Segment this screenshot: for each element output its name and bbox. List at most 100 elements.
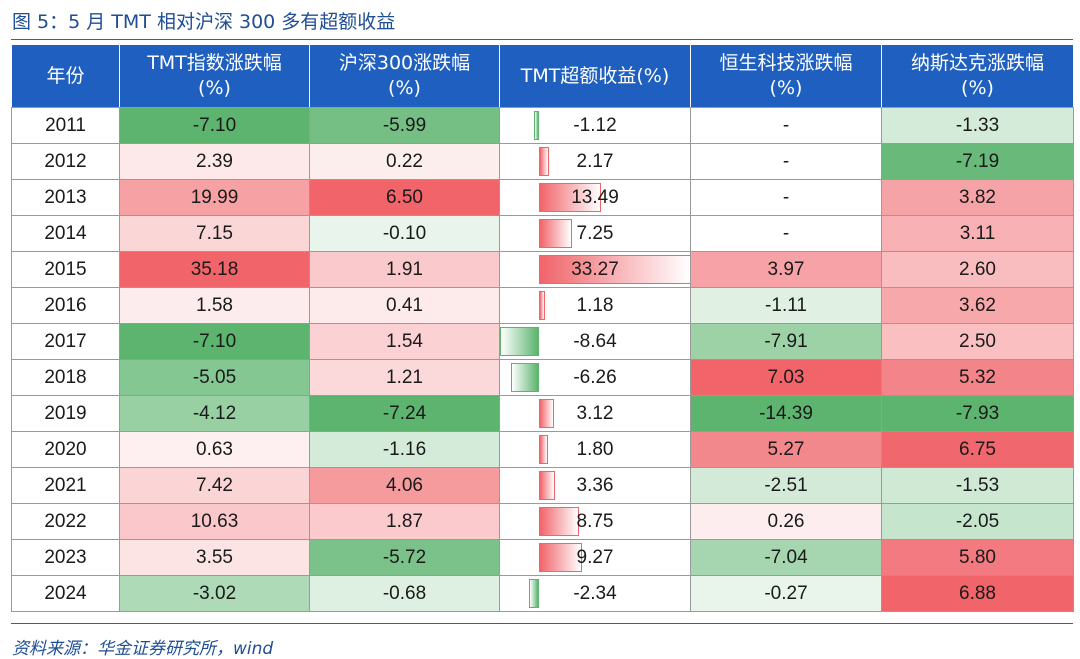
excess-value: 8.75 (576, 510, 614, 532)
hs300-cell: -1.16 (309, 431, 500, 468)
excess-value: 7.25 (576, 222, 614, 244)
tmt-cell: 3.55 (119, 539, 310, 576)
table-row: 2023 3.55 -5.72 9.27 -7.04 5.80 (11, 539, 1074, 576)
hstech-cell: - (690, 179, 882, 216)
excess-bar (510, 363, 540, 392)
excess-value: 33.27 (571, 258, 619, 280)
excess-cell: 3.12 (499, 395, 691, 432)
hs300-cell: 6.50 (309, 179, 500, 216)
col-header-line1: 恒生科技涨跌幅 (719, 52, 853, 74)
excess-value: 13.49 (571, 186, 619, 208)
col-header-line1: TMT超额收益(%) (520, 64, 670, 87)
excess-bar (528, 579, 540, 608)
excess-value: 1.18 (576, 294, 614, 316)
data-table: 年份 TMT指数涨跌幅 (%) 沪深300涨跌幅 (%) TMT超额收益(%) 恒生科技涨跌… (11, 44, 1074, 612)
excess-cell: 8.75 (499, 503, 691, 540)
col-header-line1: 沪深300涨跌幅 (338, 52, 471, 74)
source-note: 资料来源：华金证券研究所，wind (12, 639, 274, 659)
year-cell: 2012 (11, 143, 120, 180)
hs300-cell: -0.68 (309, 575, 500, 612)
table-row: 2022 10.63 1.87 8.75 0.26 -2.05 (11, 503, 1074, 540)
col-header-line2: (%) (388, 77, 421, 99)
nasdaq-cell: 3.82 (881, 179, 1074, 216)
excess-value: 3.36 (576, 474, 614, 496)
tmt-cell: 0.63 (119, 431, 310, 468)
tmt-cell: 7.15 (119, 215, 310, 252)
year-cell: 2023 (11, 539, 120, 576)
table-row: 2014 7.15 -0.10 7.25 -3.11 (11, 215, 1074, 252)
table-row: 2018 -5.05 1.21 -6.26 7.03 5.32 (11, 359, 1074, 396)
top-divider (11, 39, 1073, 40)
tmt-cell: -4.12 (119, 395, 310, 432)
hstech-cell: -7.91 (690, 323, 882, 360)
hs300-cell: -0.10 (309, 215, 500, 252)
bottom-divider (11, 623, 1073, 624)
tmt-cell: -3.02 (119, 575, 310, 612)
excess-bar (539, 543, 582, 572)
table-row: 2011 -7.10 -5.99 -1.12 - -1.33 (11, 107, 1074, 144)
excess-bar (539, 147, 550, 176)
excess-bar (534, 111, 540, 140)
table-row: 2020 0.63 -1.16 1.80 5.27 6.75 (11, 431, 1074, 468)
hstech-cell: -14.39 (690, 395, 882, 432)
excess-cell: 9.27 (499, 539, 691, 576)
excess-cell: 2.17 (499, 143, 691, 180)
col-header-line1: 年份 (46, 64, 85, 87)
year-cell: 2018 (11, 359, 120, 396)
col-header-nasdaq: 纳斯达克涨跌幅 (%) (881, 44, 1074, 108)
col-header-hstech: 恒生科技涨跌幅 (%) (690, 44, 882, 108)
hs300-cell: 0.41 (309, 287, 500, 324)
header-row: 年份 TMT指数涨跌幅 (%) 沪深300涨跌幅 (%) TMT超额收益(%) 恒生科技涨跌… (11, 44, 1074, 108)
table-row: 2015 35.18 1.91 33.27 3.97 2.60 (11, 251, 1074, 288)
excess-cell: 1.80 (499, 431, 691, 468)
table-row: 2016 1.58 0.41 1.18 -1.11 3.62 (11, 287, 1074, 324)
excess-value: 3.12 (576, 402, 614, 424)
year-cell: 2020 (11, 431, 120, 468)
hstech-cell: -2.51 (690, 467, 882, 504)
table-row: 2012 2.39 0.22 2.17 - -7.19 (11, 143, 1074, 180)
tmt-cell: -7.10 (119, 323, 310, 360)
year-cell: 2021 (11, 467, 120, 504)
excess-cell: 1.18 (499, 287, 691, 324)
excess-bar (539, 219, 573, 248)
excess-bar (539, 183, 601, 212)
table-row: 2019 -4.12 -7.24 3.12 -14.39 -7.93 (11, 395, 1074, 432)
tmt-cell: 1.58 (119, 287, 310, 324)
excess-value: -2.34 (573, 582, 617, 604)
table-row: 2021 7.42 4.06 3.36 -2.51 -1.53 (11, 467, 1074, 504)
year-cell: 2013 (11, 179, 120, 216)
excess-bar (539, 291, 545, 320)
excess-bar (539, 507, 580, 536)
nasdaq-cell: 3.11 (881, 215, 1074, 252)
excess-cell: -6.26 (499, 359, 691, 396)
tmt-cell: 19.99 (119, 179, 310, 216)
year-cell: 2014 (11, 215, 120, 252)
tmt-cell: 2.39 (119, 143, 310, 180)
excess-cell: 13.49 (499, 179, 691, 216)
year-cell: 2024 (11, 575, 120, 612)
tmt-cell: 35.18 (119, 251, 310, 288)
hs300-cell: -7.24 (309, 395, 500, 432)
excess-value: 9.27 (576, 546, 614, 568)
col-header-tmt: TMT指数涨跌幅 (%) (119, 44, 310, 108)
hs300-cell: 1.54 (309, 323, 500, 360)
tmt-cell: 10.63 (119, 503, 310, 540)
nasdaq-cell: 3.62 (881, 287, 1074, 324)
col-header-line1: 纳斯达克涨跌幅 (910, 52, 1044, 74)
hstech-cell: - (690, 215, 882, 252)
col-header-line2: (%) (961, 77, 994, 99)
excess-bar (500, 327, 540, 356)
hstech-cell: 0.26 (690, 503, 882, 540)
excess-value: -1.12 (573, 114, 617, 136)
nasdaq-cell: -1.33 (881, 107, 1074, 144)
hs300-cell: 1.87 (309, 503, 500, 540)
hstech-cell: 5.27 (690, 431, 882, 468)
excess-value: 2.17 (576, 150, 614, 172)
tmt-cell: -5.05 (119, 359, 310, 396)
nasdaq-cell: -2.05 (881, 503, 1074, 540)
col-header-year: 年份 (11, 44, 120, 108)
nasdaq-cell: 5.32 (881, 359, 1074, 396)
excess-bar (539, 435, 548, 464)
year-cell: 2011 (11, 107, 120, 144)
nasdaq-cell: -1.53 (881, 467, 1074, 504)
